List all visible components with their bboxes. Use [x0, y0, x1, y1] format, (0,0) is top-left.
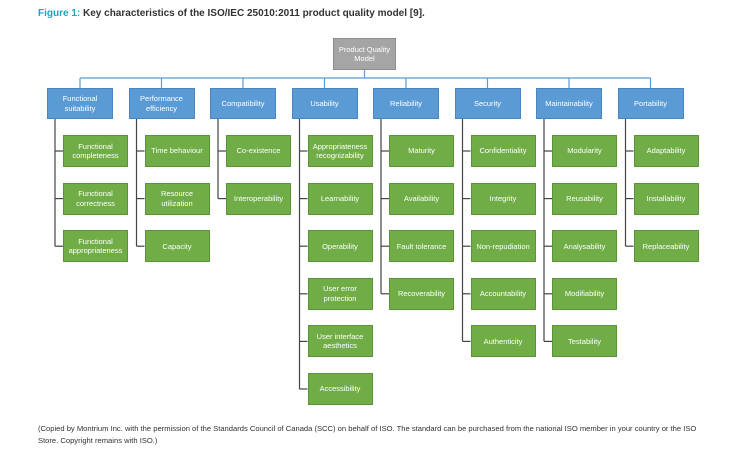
- subcharacteristic-node: Functional completeness: [63, 135, 128, 167]
- subcharacteristic-node: Functional correctness: [63, 182, 128, 215]
- subcharacteristic-node: Co-existence: [226, 135, 291, 167]
- subcharacteristic-node: Installability: [633, 182, 699, 215]
- subcharacteristic-node: Accountability: [470, 277, 536, 310]
- subcharacteristic-node: Accessibility: [307, 373, 373, 405]
- characteristic-node: Portability: [617, 88, 684, 119]
- characteristic-node: Functional suitability: [47, 88, 113, 119]
- subcharacteristic-node: Maturity: [389, 135, 454, 167]
- subcharacteristic-node: Functional appropriateness: [63, 230, 128, 263]
- subcharacteristic-node: Analysability: [552, 230, 617, 263]
- subcharacteristic-node: Fault tolerance: [389, 230, 454, 263]
- subcharacteristic-node: Non-repudiation: [470, 230, 536, 263]
- subcharacteristic-node: Learnability: [307, 182, 373, 215]
- subcharacteristic-node: Appropriateness recognizability: [307, 135, 373, 167]
- subcharacteristic-node: User interface aesthetics: [307, 325, 373, 358]
- subcharacteristic-node: Recoverability: [389, 277, 454, 310]
- subcharacteristic-node: Integrity: [470, 182, 536, 215]
- subcharacteristic-node: Confidentiality: [470, 135, 536, 167]
- characteristic-node: Performance efficiency: [128, 88, 195, 119]
- subcharacteristic-node: Capacity: [144, 230, 210, 263]
- root-node: Product Quality Model: [333, 38, 396, 70]
- subcharacteristic-node: Availability: [389, 182, 454, 215]
- subcharacteristic-node: Authenticity: [470, 325, 536, 358]
- characteristic-node: Security: [454, 88, 521, 119]
- subcharacteristic-node: Testability: [552, 325, 617, 358]
- figure-label: Figure 1:: [38, 8, 81, 19]
- subcharacteristic-node: User error protection: [307, 277, 373, 310]
- caption: Figure 1: Key characteristics of the ISO…: [38, 8, 425, 19]
- subcharacteristic-node: Operability: [307, 230, 373, 263]
- subcharacteristic-node: Time behaviour: [144, 135, 210, 167]
- characteristic-node: Compatibility: [210, 88, 276, 119]
- footnote: (Copied by Montrium Inc. with the permis…: [38, 424, 697, 446]
- figure-title: Key characteristics of the ISO/IEC 25010…: [83, 8, 425, 19]
- subcharacteristic-node: Reusability: [552, 182, 617, 215]
- characteristic-node: Maintainability: [536, 88, 602, 119]
- subcharacteristic-node: Modifiability: [552, 277, 617, 310]
- subcharacteristic-node: Resource utilization: [144, 182, 210, 215]
- subcharacteristic-node: Modularity: [552, 135, 617, 167]
- subcharacteristic-node: Replaceability: [633, 230, 699, 263]
- subcharacteristic-node: Interoperability: [226, 182, 291, 215]
- characteristic-node: Usability: [291, 88, 358, 119]
- subcharacteristic-node: Adaptability: [633, 135, 699, 167]
- characteristic-node: Reliability: [373, 88, 439, 119]
